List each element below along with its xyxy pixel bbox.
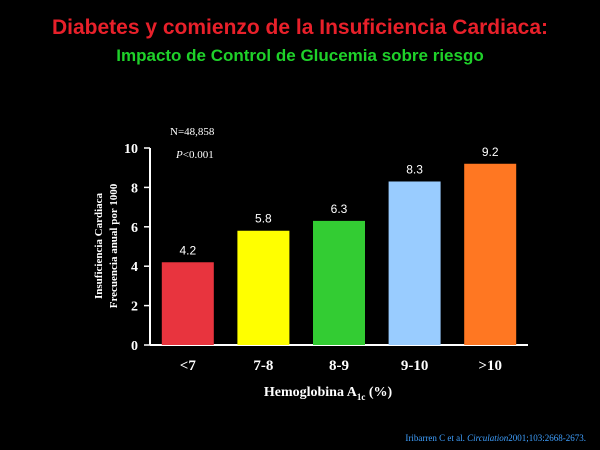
bar (313, 220, 365, 345)
bar-value-label: 6.3 (331, 202, 348, 216)
plot-area: 0 2 4 6 8 10 4.2 <7 5.8 7-8 6.3 8-9 8.3 9-10 9.2 >10 (124, 142, 528, 374)
y-tick-label: 4 (131, 260, 138, 275)
bar (464, 163, 517, 345)
y-tick-label: 8 (131, 181, 138, 196)
x-tick-label: 8-9 (329, 358, 349, 374)
x-tick-label: >10 (478, 358, 502, 374)
bar-value-label: 4.2 (179, 243, 196, 257)
bar-value-label: 8.3 (406, 162, 423, 176)
x-tick-label: 9-10 (401, 358, 429, 374)
x-axis-label: Hemoglobina A1c (%) (264, 385, 393, 402)
bar (388, 181, 441, 345)
x-tick-label: <7 (180, 358, 197, 374)
citation-authors: Iribarren C et al. (405, 433, 465, 443)
bar-value-label: 9.2 (482, 145, 499, 159)
citation: Iribarren C et al. Circulation2001;103:2… (405, 433, 586, 443)
p-value-letter: P (175, 149, 183, 161)
x-axis-label-tail: (%) (365, 385, 392, 400)
bar (237, 230, 290, 345)
x-axis-label-subscript: 1c (357, 392, 366, 402)
y-tick-label: 0 (131, 339, 138, 354)
citation-journal: Circulation (467, 433, 509, 443)
sample-size-annotation: N=48,858 (170, 126, 215, 138)
y-axis-label-line1: Insuficiencia Cardiaca (93, 192, 105, 299)
x-tick-label: 7-8 (253, 358, 273, 374)
p-value-annotation: P<0.001 (175, 149, 214, 161)
p-value-number: <0.001 (183, 149, 214, 161)
x-axis-label-main: Hemoglobina A (264, 385, 358, 400)
y-tick-label: 6 (131, 221, 138, 236)
chart-title: Diabetes y comienzo de la Insuficiencia … (51, 16, 548, 39)
bar (161, 262, 214, 345)
citation-ref: 2001;103:2668-2673. (508, 433, 586, 443)
y-tick-label: 10 (124, 142, 138, 157)
y-axis-label-line2: Frecuencia anual por 1000 (108, 183, 120, 308)
bar-value-label: 5.8 (255, 212, 272, 226)
y-tick-label: 2 (131, 300, 138, 315)
chart-subtitle: Impacto de Control de Glucemia sobre rie… (116, 46, 484, 65)
